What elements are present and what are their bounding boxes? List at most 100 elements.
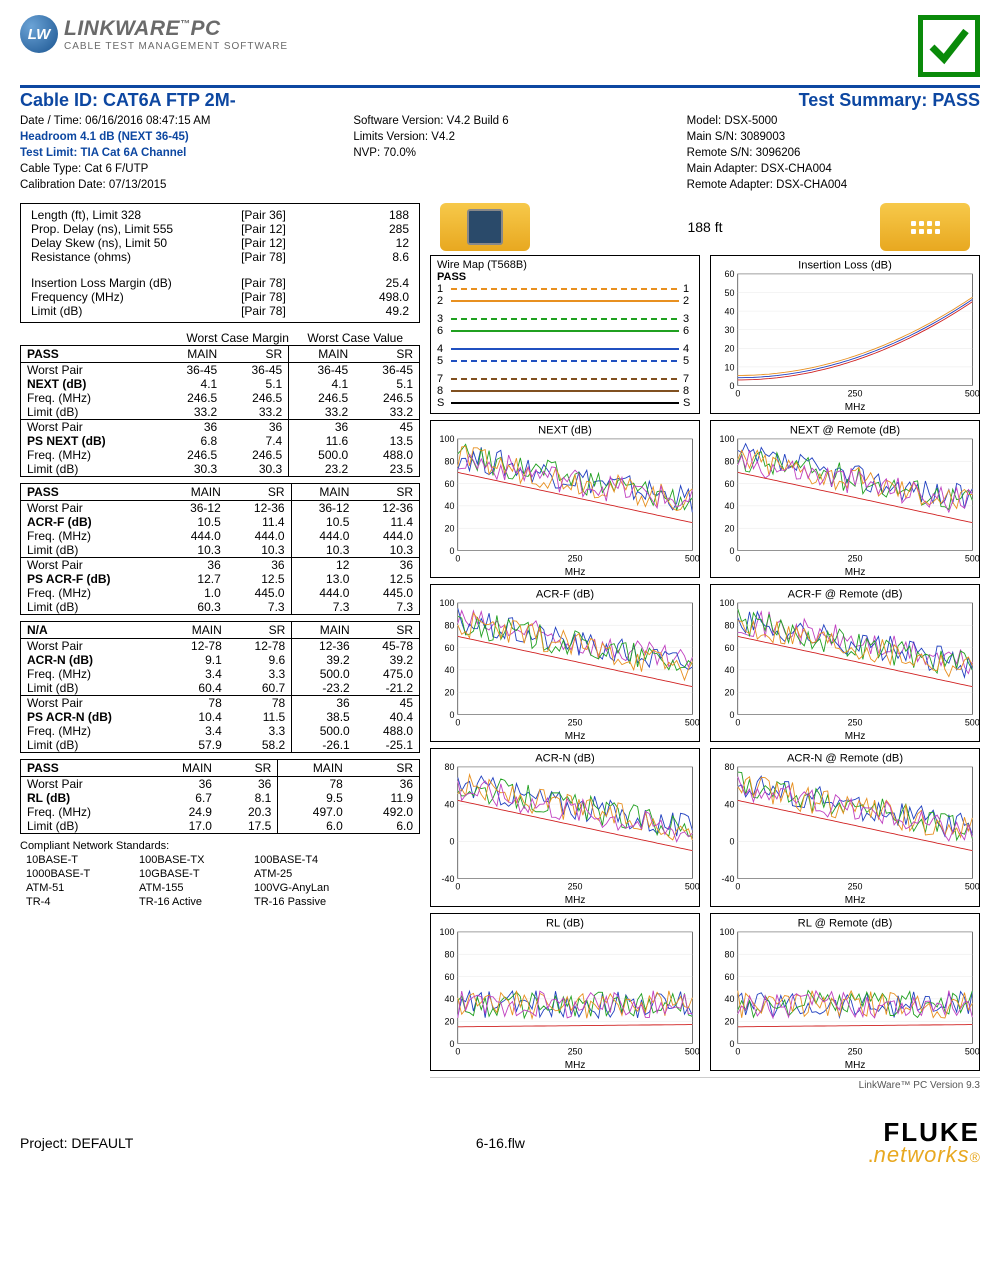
- chart-insertion-loss: Insertion Loss (dB)01020304050600250500M…: [710, 255, 980, 413]
- svg-text:100: 100: [440, 434, 455, 444]
- svg-text:30: 30: [725, 326, 735, 336]
- svg-text:20: 20: [445, 688, 455, 698]
- svg-text:0: 0: [455, 718, 460, 728]
- length-label: 188 ft: [687, 219, 722, 235]
- left-column: Length (ft), Limit 328[Pair 36]188Prop. …: [20, 203, 420, 1091]
- svg-text:20: 20: [725, 344, 735, 354]
- chart-acrn: ACR-N (dB)-40040800250500MHz: [430, 748, 700, 906]
- svg-text:60: 60: [725, 643, 735, 653]
- svg-text:0: 0: [735, 389, 740, 399]
- svg-text:250: 250: [848, 882, 863, 892]
- svg-text:ACR-N (dB): ACR-N (dB): [535, 753, 595, 765]
- main-device-icon: [440, 203, 530, 251]
- svg-text:60: 60: [445, 643, 455, 653]
- svg-text:0: 0: [455, 553, 460, 563]
- svg-text:250: 250: [568, 1046, 583, 1056]
- svg-text:100: 100: [720, 434, 735, 444]
- svg-text:0: 0: [735, 553, 740, 563]
- svg-text:MHz: MHz: [565, 731, 586, 741]
- svg-text:80: 80: [725, 763, 735, 773]
- svg-text:100: 100: [720, 927, 735, 937]
- svg-text:-40: -40: [722, 874, 735, 884]
- svg-text:50: 50: [725, 288, 735, 298]
- svg-text:20: 20: [445, 523, 455, 533]
- svg-text:MHz: MHz: [845, 731, 866, 741]
- chart-acrf-remote: ACR-F @ Remote (dB)0204060801000250500MH…: [710, 584, 980, 742]
- svg-text:60: 60: [445, 972, 455, 982]
- svg-text:80: 80: [445, 949, 455, 959]
- remote-device-icon: [880, 203, 970, 251]
- version-note: LinkWare™ PC Version 9.3: [430, 1077, 980, 1091]
- svg-text:500: 500: [685, 882, 699, 892]
- svg-text:40: 40: [725, 800, 735, 810]
- svg-text:80: 80: [445, 456, 455, 466]
- svg-text:40: 40: [445, 501, 455, 511]
- svg-text:0: 0: [729, 1039, 734, 1049]
- svg-text:100: 100: [720, 598, 735, 608]
- svg-text:-40: -40: [442, 874, 455, 884]
- fluke-logo: FLUKE .networks®: [867, 1121, 980, 1164]
- svg-text:20: 20: [725, 523, 735, 533]
- svg-text:80: 80: [725, 456, 735, 466]
- page-footer: Project: DEFAULT 6-16.flw FLUKE .network…: [20, 1121, 980, 1164]
- svg-text:80: 80: [445, 621, 455, 631]
- svg-text:0: 0: [449, 837, 454, 847]
- logo-badge: LW: [20, 15, 58, 53]
- chart-acrn-remote: ACR-N @ Remote (dB)-40040800250500MHz: [710, 748, 980, 906]
- svg-text:Insertion Loss (dB): Insertion Loss (dB): [798, 260, 892, 272]
- svg-text:ACR-F @ Remote (dB): ACR-F @ Remote (dB): [788, 588, 903, 600]
- svg-text:500: 500: [965, 718, 979, 728]
- svg-text:60: 60: [725, 270, 735, 280]
- title-bar: Cable ID: CAT6A FTP 2M- Test Summary: PA…: [20, 85, 980, 111]
- file-label: 6-16.flw: [476, 1135, 525, 1151]
- basic-measurements: Length (ft), Limit 328[Pair 36]188Prop. …: [20, 203, 420, 323]
- svg-text:40: 40: [725, 665, 735, 675]
- svg-text:NEXT (dB): NEXT (dB): [538, 424, 592, 436]
- svg-text:40: 40: [725, 307, 735, 317]
- data-block: PASSMAINSRMAINSRWorst Pair36-4536-4536-4…: [20, 345, 420, 477]
- svg-text:500: 500: [965, 1046, 979, 1056]
- svg-text:60: 60: [725, 479, 735, 489]
- svg-text:20: 20: [725, 1016, 735, 1026]
- svg-text:250: 250: [848, 718, 863, 728]
- test-summary: Test Summary: PASS: [799, 90, 980, 111]
- compliant-standards: Compliant Network Standards: 10BASE-T100…: [20, 840, 420, 910]
- worst-case-header: Worst Case Margin Worst Case Value: [20, 331, 420, 345]
- svg-text:0: 0: [449, 546, 454, 556]
- svg-text:80: 80: [725, 949, 735, 959]
- svg-text:MHz: MHz: [565, 1060, 586, 1070]
- svg-text:40: 40: [725, 501, 735, 511]
- data-block: PASSMAINSRMAINSRWorst Pair36-1212-3636-1…: [20, 483, 420, 615]
- svg-text:0: 0: [455, 882, 460, 892]
- svg-text:40: 40: [725, 994, 735, 1004]
- svg-text:250: 250: [848, 553, 863, 563]
- svg-text:500: 500: [965, 553, 979, 563]
- svg-text:40: 40: [445, 665, 455, 675]
- device-diagram: 188 ft: [430, 203, 980, 251]
- chart-acrf: ACR-F (dB)0204060801000250500MHz: [430, 584, 700, 742]
- wiremap: Wire Map (T568B) PASS 1122336644557788SS: [430, 255, 700, 413]
- svg-text:ACR-F (dB): ACR-F (dB): [536, 588, 595, 600]
- svg-text:80: 80: [445, 763, 455, 773]
- svg-text:MHz: MHz: [845, 1060, 866, 1070]
- chart-rl-remote: RL @ Remote (dB)0204060801000250500MHz: [710, 913, 980, 1071]
- svg-text:0: 0: [729, 837, 734, 847]
- svg-text:20: 20: [445, 1016, 455, 1026]
- svg-text:0: 0: [729, 381, 734, 391]
- svg-text:10: 10: [725, 363, 735, 373]
- meta-info: Date / Time: 06/16/2016 08:47:15 AMHeadr…: [20, 113, 980, 193]
- svg-text:250: 250: [568, 553, 583, 563]
- svg-text:MHz: MHz: [845, 403, 866, 413]
- svg-text:100: 100: [440, 927, 455, 937]
- svg-text:0: 0: [735, 718, 740, 728]
- svg-text:ACR-N @ Remote (dB): ACR-N @ Remote (dB): [787, 753, 903, 765]
- svg-text:MHz: MHz: [845, 896, 866, 906]
- project-label: Project: DEFAULT: [20, 1135, 133, 1151]
- logo-sub: CABLE TEST MANAGEMENT SOFTWARE: [64, 41, 288, 52]
- svg-text:40: 40: [445, 994, 455, 1004]
- svg-text:MHz: MHz: [565, 896, 586, 906]
- svg-text:40: 40: [445, 800, 455, 810]
- svg-text:100: 100: [440, 598, 455, 608]
- svg-text:500: 500: [965, 882, 979, 892]
- svg-text:500: 500: [965, 389, 979, 399]
